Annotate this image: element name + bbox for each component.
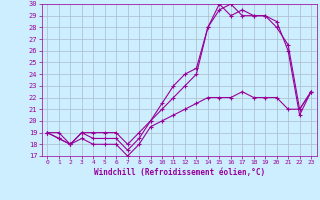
X-axis label: Windchill (Refroidissement éolien,°C): Windchill (Refroidissement éolien,°C) [94,168,265,177]
